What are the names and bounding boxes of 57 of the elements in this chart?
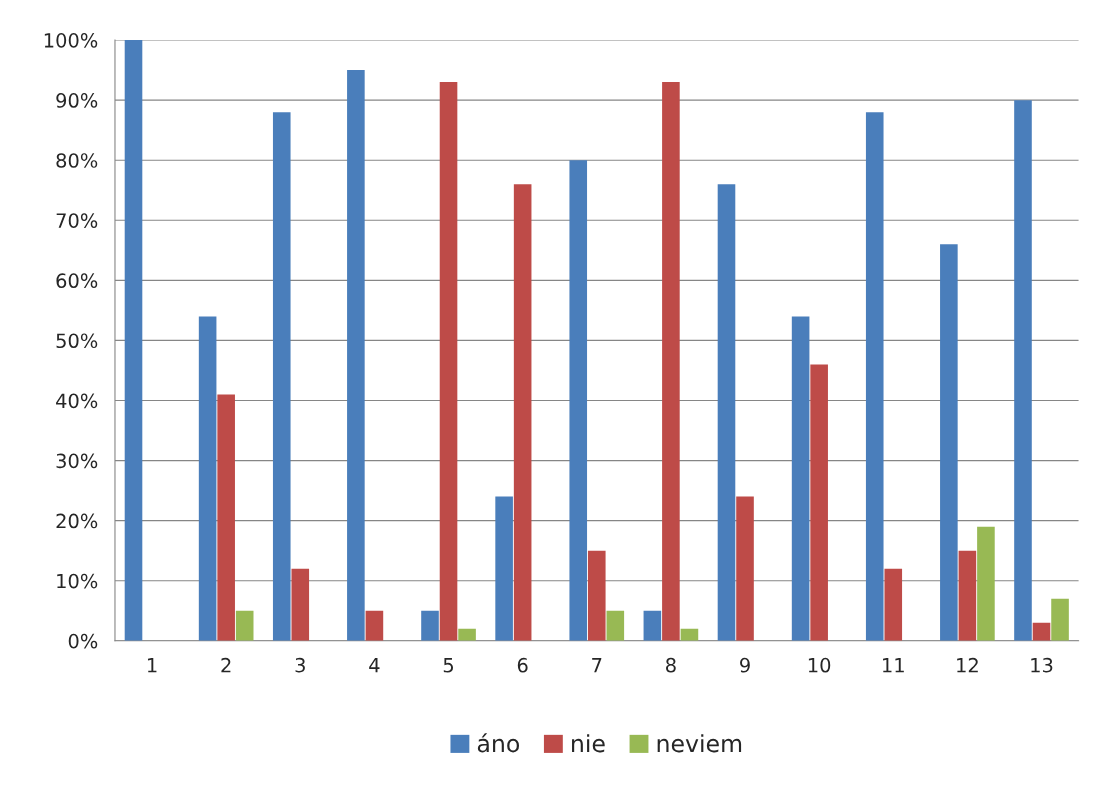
bar [643, 610, 662, 641]
y-tick-label: 50% [56, 333, 98, 349]
bar [198, 316, 217, 641]
bar [365, 610, 384, 641]
bar [513, 184, 532, 641]
bar [791, 316, 810, 641]
x-tick-label: 5 [443, 658, 454, 673]
bar [421, 610, 439, 641]
bar [662, 82, 680, 641]
x-tick-label: 4 [369, 658, 380, 673]
bar [495, 496, 513, 641]
x-tick-label: 13 [1031, 657, 1053, 673]
x-tick-label: 7 [592, 658, 602, 673]
bar [865, 112, 884, 641]
bar [1032, 622, 1051, 641]
bar [235, 610, 254, 641]
bar [1051, 598, 1069, 641]
y-tick-label: 0% [68, 633, 98, 649]
bar [1014, 100, 1032, 641]
bar [940, 244, 958, 641]
bar [439, 82, 458, 641]
bar [347, 70, 365, 641]
bar [606, 610, 625, 641]
x-tick-label: 2 [221, 657, 231, 673]
bar [587, 550, 606, 641]
legend-label: nie [572, 734, 605, 753]
y-tick-label: 80% [56, 153, 98, 168]
y-tick-label: 100% [44, 33, 98, 48]
bar [958, 550, 977, 641]
bar [884, 568, 903, 641]
x-tick-label: 11 [883, 658, 904, 673]
legend-label: neviem [657, 734, 742, 753]
x-tick-label: 3 [295, 657, 305, 673]
y-tick-label: 20% [56, 513, 98, 529]
y-tick-label: 70% [56, 213, 98, 228]
x-tick-label: 12 [957, 657, 978, 673]
bar [272, 112, 291, 641]
y-tick-label: 30% [56, 453, 98, 469]
x-tick-label: 8 [666, 657, 676, 673]
x-tick-label: 1 [147, 658, 157, 673]
bar [217, 394, 235, 641]
x-tick-label: 10 [808, 657, 831, 673]
bar [810, 364, 828, 641]
bar [291, 568, 310, 641]
y-tick-label: 10% [57, 573, 98, 589]
bar [124, 40, 143, 641]
x-tick-label: 9 [740, 657, 750, 673]
bar [458, 628, 476, 641]
bar [736, 496, 754, 641]
bar [717, 184, 736, 641]
y-tick-label: 60% [56, 273, 98, 289]
x-tick-label: 6 [517, 657, 528, 673]
bar [569, 160, 588, 641]
legend-label: áno [477, 733, 520, 753]
y-tick-label: 90% [56, 93, 98, 108]
y-tick-label: 40% [56, 393, 98, 409]
bar [977, 526, 995, 641]
